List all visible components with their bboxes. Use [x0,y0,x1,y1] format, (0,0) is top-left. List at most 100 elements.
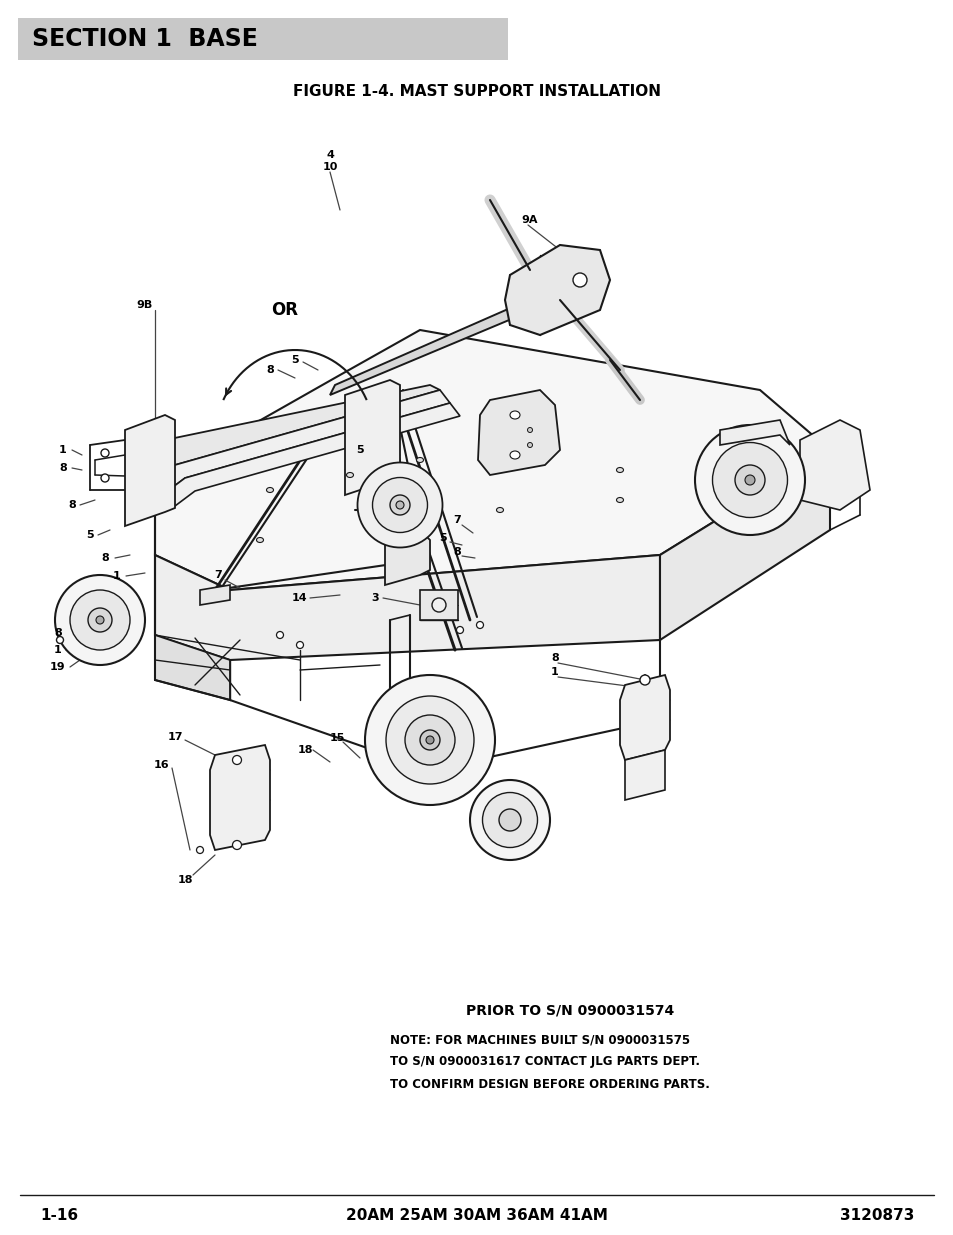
Ellipse shape [476,621,483,629]
Text: 1-16: 1-16 [40,1208,78,1223]
Text: 1: 1 [54,645,62,655]
Polygon shape [659,450,829,640]
Text: 8: 8 [266,366,274,375]
Polygon shape [345,380,399,495]
Ellipse shape [55,576,145,664]
Bar [419,590,457,620]
Text: 3120873: 3120873 [839,1208,913,1223]
Ellipse shape [56,636,64,643]
Text: 14: 14 [292,593,308,603]
Ellipse shape [296,641,303,648]
Ellipse shape [695,425,804,535]
Text: 18: 18 [177,876,193,885]
Polygon shape [330,295,544,395]
Text: 5: 5 [438,534,446,543]
Text: 16: 16 [154,760,170,769]
Text: 8: 8 [68,500,76,510]
Ellipse shape [498,809,520,831]
Ellipse shape [70,590,130,650]
Text: SECTION 1  BASE: SECTION 1 BASE [32,27,257,51]
Ellipse shape [482,793,537,847]
Text: TO S/N 0900031617 CONTACT JLG PARTS DEPT.: TO S/N 0900031617 CONTACT JLG PARTS DEPT… [390,1056,700,1068]
Ellipse shape [390,495,410,515]
Ellipse shape [346,473,354,478]
Text: 1: 1 [113,571,121,580]
Text: 4: 4 [326,149,334,161]
Text: NOTE: FOR MACHINES BUILT S/N 0900031575: NOTE: FOR MACHINES BUILT S/N 0900031575 [390,1034,689,1046]
Text: 9A: 9A [521,215,537,225]
Ellipse shape [744,475,754,485]
Ellipse shape [395,501,403,509]
Text: 1: 1 [551,667,558,677]
Text: 10: 10 [322,162,337,172]
Ellipse shape [546,447,553,452]
Ellipse shape [256,537,263,542]
Ellipse shape [573,273,586,287]
Polygon shape [624,750,664,800]
Text: TO CONFIRM DESIGN BEFORE ORDERING PARTS.: TO CONFIRM DESIGN BEFORE ORDERING PARTS. [390,1077,709,1091]
Text: 17: 17 [167,732,183,742]
Text: 7: 7 [453,515,460,525]
Ellipse shape [496,508,503,513]
Polygon shape [140,385,439,480]
Text: 1: 1 [59,445,67,454]
Ellipse shape [616,498,623,503]
Bar [18,19,507,61]
Text: OR: OR [272,301,298,319]
Text: 19: 19 [51,662,66,672]
Polygon shape [125,415,174,526]
Text: 7: 7 [213,571,222,580]
Ellipse shape [101,450,109,457]
Text: 9B: 9B [136,300,153,310]
Ellipse shape [357,462,442,547]
Ellipse shape [266,488,274,493]
Text: 8: 8 [101,553,109,563]
Polygon shape [154,390,450,493]
Ellipse shape [712,442,786,517]
Polygon shape [200,585,230,605]
Ellipse shape [527,427,532,432]
Text: FIGURE 1-4. MAST SUPPORT INSTALLATION: FIGURE 1-4. MAST SUPPORT INSTALLATION [293,84,660,100]
Polygon shape [619,676,669,760]
Text: 5: 5 [291,354,298,366]
Ellipse shape [432,598,446,613]
Polygon shape [154,555,659,659]
Text: 8: 8 [551,653,558,663]
Polygon shape [800,420,869,510]
Ellipse shape [426,736,434,743]
Ellipse shape [734,466,764,495]
Ellipse shape [616,468,623,473]
Polygon shape [720,420,789,445]
Text: PRIOR TO S/N 0900031574: PRIOR TO S/N 0900031574 [465,1003,674,1016]
Polygon shape [210,745,270,850]
Ellipse shape [470,781,550,860]
Ellipse shape [101,474,109,482]
Ellipse shape [88,608,112,632]
Polygon shape [165,403,459,506]
Text: 3: 3 [371,593,378,603]
Ellipse shape [276,631,283,638]
Ellipse shape [372,478,427,532]
Text: 8: 8 [59,463,67,473]
Ellipse shape [376,522,383,527]
Text: 5: 5 [355,445,363,454]
Ellipse shape [196,846,203,853]
Ellipse shape [365,676,495,805]
Polygon shape [477,390,559,475]
Text: 18: 18 [297,745,313,755]
Polygon shape [504,245,609,335]
Ellipse shape [419,730,439,750]
Ellipse shape [639,676,649,685]
Ellipse shape [510,411,519,419]
Text: 8: 8 [54,629,62,638]
Ellipse shape [405,715,455,764]
Text: 5: 5 [86,530,93,540]
Polygon shape [154,330,829,590]
Ellipse shape [527,442,532,447]
Ellipse shape [96,616,104,624]
Polygon shape [385,530,430,585]
Ellipse shape [233,841,241,850]
Ellipse shape [510,451,519,459]
Ellipse shape [233,756,241,764]
Text: 8: 8 [453,547,460,557]
